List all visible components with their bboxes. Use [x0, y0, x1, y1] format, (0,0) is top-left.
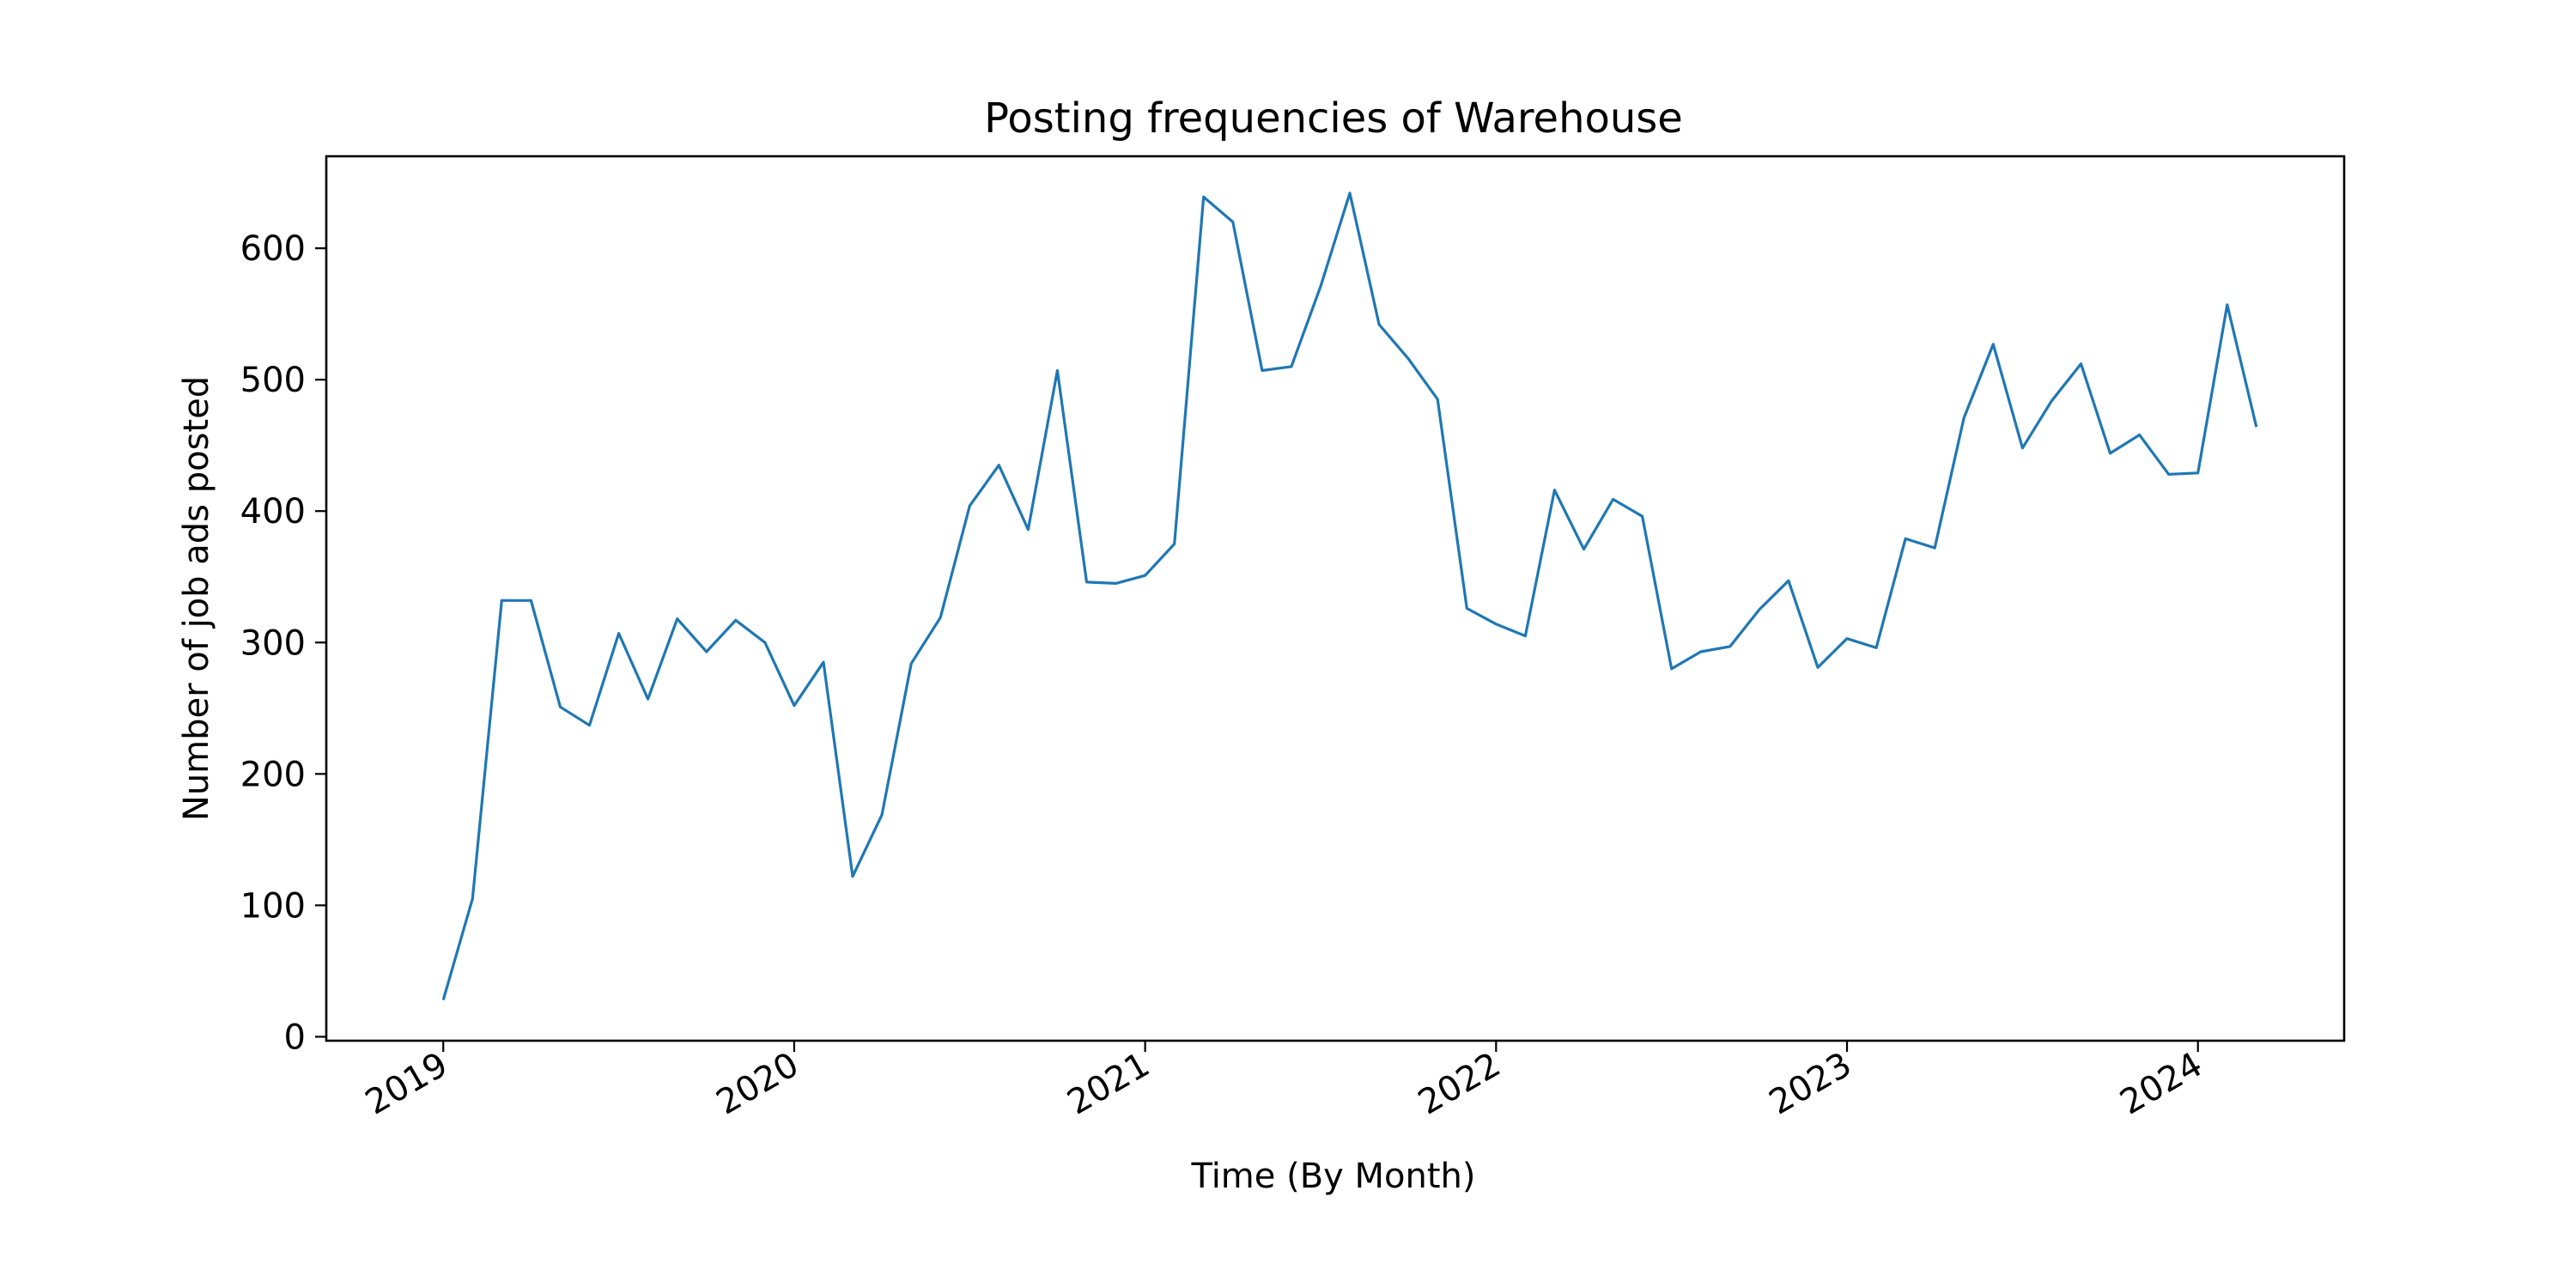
y-axis-label: Number of job ads posted: [177, 376, 216, 821]
x-tick-label: 2022: [1412, 1045, 1507, 1123]
y-tick-label: 400: [240, 492, 306, 532]
series-layer: [441, 191, 2258, 1001]
x-tick-label: 2019: [359, 1045, 454, 1123]
y-tick-label: 0: [284, 1018, 306, 1057]
y-axis: 0 100 200 300 400 500 600: [240, 229, 326, 1057]
x-axis: 2019 2020 2021 2022 2023 2024: [359, 1041, 2209, 1123]
plot-area-frame: [325, 155, 2346, 1042]
y-tick-label: 600: [240, 229, 306, 269]
y-tick-label: 200: [240, 755, 306, 794]
x-tick-label: 2024: [2114, 1045, 2209, 1123]
x-tick-label: 2020: [710, 1045, 805, 1123]
x-tick-label: 2021: [1060, 1045, 1156, 1123]
y-tick-label: 300: [240, 623, 306, 663]
y-tick-label: 500: [240, 361, 306, 400]
chart-title: Posting frequencies of Warehouse: [984, 94, 1683, 143]
y-tick-label: 100: [240, 886, 306, 926]
x-axis-label: Time (By Month): [1190, 1157, 1475, 1196]
x-tick-label: 2023: [1763, 1045, 1858, 1123]
series-line: [441, 191, 2258, 1001]
